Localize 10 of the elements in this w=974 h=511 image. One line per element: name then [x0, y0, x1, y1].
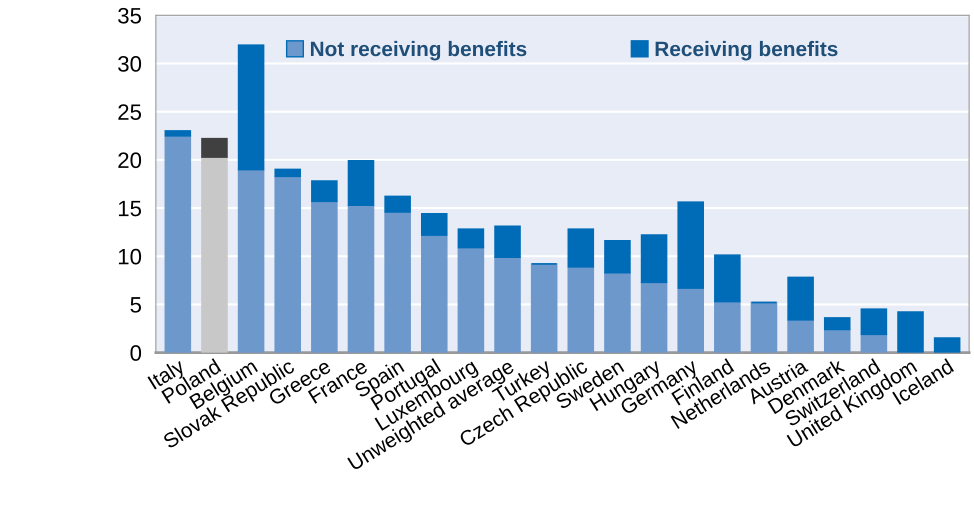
- y-tick-label: 20: [118, 152, 142, 168]
- legend-label: Receiving benefits: [656, 40, 838, 60]
- y-tick-label: 0: [130, 345, 142, 361]
- y-tick-label: 25: [118, 104, 142, 120]
- y-tick-label: 30: [118, 56, 142, 72]
- y-tick-label: 5: [130, 297, 142, 313]
- y-tick-label: 35: [118, 8, 142, 24]
- y-tick-label: 15: [118, 200, 142, 216]
- legend-label: Not receiving benefits: [310, 40, 526, 60]
- y-tick-label: 10: [118, 248, 142, 264]
